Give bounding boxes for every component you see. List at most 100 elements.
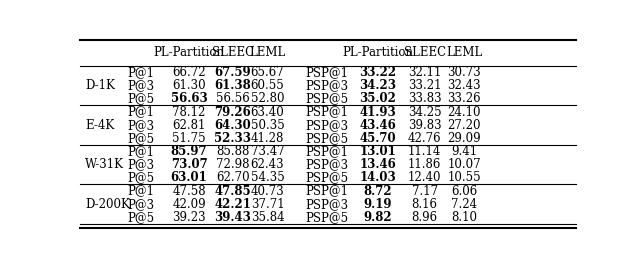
Text: 54.35: 54.35 (251, 171, 284, 184)
Text: 13.46: 13.46 (359, 158, 396, 171)
Text: 39.23: 39.23 (172, 211, 206, 224)
Text: P@1: P@1 (127, 105, 154, 119)
Text: 33.83: 33.83 (408, 92, 442, 105)
Text: 42.09: 42.09 (172, 198, 206, 211)
Text: 85.97: 85.97 (171, 145, 207, 158)
Text: 52.33: 52.33 (214, 132, 252, 145)
Text: 63.01: 63.01 (171, 171, 207, 184)
Text: 73.07: 73.07 (171, 158, 207, 171)
Text: 11.86: 11.86 (408, 158, 442, 171)
Text: D-200K: D-200K (85, 198, 130, 211)
Text: 64.30: 64.30 (214, 119, 251, 132)
Text: PL-Partition: PL-Partition (154, 46, 225, 59)
Text: SLEEC: SLEEC (404, 46, 446, 59)
Text: 6.06: 6.06 (451, 185, 477, 198)
Text: PSP@5: PSP@5 (306, 171, 349, 184)
Text: P@1: P@1 (127, 145, 154, 158)
Text: PSP@3: PSP@3 (306, 158, 349, 171)
Text: 35.02: 35.02 (359, 92, 396, 105)
Text: 45.70: 45.70 (359, 132, 396, 145)
Text: PSP@3: PSP@3 (306, 79, 349, 92)
Text: PSP@3: PSP@3 (306, 119, 349, 132)
Text: P@5: P@5 (127, 132, 154, 145)
Text: 13.01: 13.01 (359, 145, 396, 158)
Text: 85.88: 85.88 (216, 145, 250, 158)
Text: 12.40: 12.40 (408, 171, 442, 184)
Text: P@1: P@1 (127, 185, 154, 198)
Text: PSP@5: PSP@5 (306, 132, 349, 145)
Text: 78.12: 78.12 (172, 105, 206, 119)
Text: D-1K: D-1K (85, 79, 115, 92)
Text: 62.81: 62.81 (172, 119, 206, 132)
Text: 34.23: 34.23 (359, 79, 396, 92)
Text: 10.55: 10.55 (447, 171, 481, 184)
Text: P@1: P@1 (127, 66, 154, 79)
Text: P@3: P@3 (127, 79, 154, 92)
Text: 27.20: 27.20 (447, 119, 481, 132)
Text: P@3: P@3 (127, 119, 154, 132)
Text: 40.73: 40.73 (251, 185, 284, 198)
Text: 11.14: 11.14 (408, 145, 442, 158)
Text: 8.96: 8.96 (412, 211, 438, 224)
Text: 30.73: 30.73 (447, 66, 481, 79)
Text: 42.21: 42.21 (214, 198, 252, 211)
Text: 56.56: 56.56 (216, 92, 250, 105)
Text: 43.46: 43.46 (359, 119, 396, 132)
Text: 50.35: 50.35 (251, 119, 284, 132)
Text: 10.07: 10.07 (447, 158, 481, 171)
Text: PSP@1: PSP@1 (306, 145, 349, 158)
Text: PSP@1: PSP@1 (306, 105, 349, 119)
Text: 7.17: 7.17 (412, 185, 438, 198)
Text: 56.63: 56.63 (171, 92, 207, 105)
Text: 33.21: 33.21 (408, 79, 442, 92)
Text: 52.80: 52.80 (251, 92, 284, 105)
Text: 62.43: 62.43 (251, 158, 284, 171)
Text: 34.25: 34.25 (408, 105, 442, 119)
Text: P@3: P@3 (127, 158, 154, 171)
Text: 61.38: 61.38 (214, 79, 251, 92)
Text: 33.26: 33.26 (447, 92, 481, 105)
Text: 35.84: 35.84 (251, 211, 284, 224)
Text: 8.16: 8.16 (412, 198, 438, 211)
Text: 32.43: 32.43 (447, 79, 481, 92)
Text: 65.67: 65.67 (251, 66, 284, 79)
Text: P@5: P@5 (127, 211, 154, 224)
Text: 72.98: 72.98 (216, 158, 250, 171)
Text: 62.70: 62.70 (216, 171, 250, 184)
Text: 9.19: 9.19 (364, 198, 392, 211)
Text: LEML: LEML (446, 46, 483, 59)
Text: 14.03: 14.03 (359, 171, 396, 184)
Text: 47.58: 47.58 (172, 185, 206, 198)
Text: 24.10: 24.10 (447, 105, 481, 119)
Text: 29.09: 29.09 (447, 132, 481, 145)
Text: 39.43: 39.43 (214, 211, 252, 224)
Text: 61.30: 61.30 (172, 79, 206, 92)
Text: P@5: P@5 (127, 92, 154, 105)
Text: W-31K: W-31K (85, 158, 124, 171)
Text: PSP@5: PSP@5 (306, 92, 349, 105)
Text: PSP@5: PSP@5 (306, 211, 349, 224)
Text: PSP@1: PSP@1 (306, 66, 349, 79)
Text: SLEEC: SLEEC (212, 46, 254, 59)
Text: 67.59: 67.59 (214, 66, 251, 79)
Text: 41.93: 41.93 (359, 105, 396, 119)
Text: 8.10: 8.10 (451, 211, 477, 224)
Text: P@5: P@5 (127, 171, 154, 184)
Text: 33.22: 33.22 (359, 66, 396, 79)
Text: PL-Partition: PL-Partition (342, 46, 413, 59)
Text: 42.76: 42.76 (408, 132, 442, 145)
Text: 8.72: 8.72 (364, 185, 392, 198)
Text: 63.40: 63.40 (251, 105, 284, 119)
Text: 47.85: 47.85 (214, 185, 251, 198)
Text: 51.75: 51.75 (172, 132, 206, 145)
Text: 60.55: 60.55 (251, 79, 284, 92)
Text: 73.47: 73.47 (251, 145, 284, 158)
Text: PSP@3: PSP@3 (306, 198, 349, 211)
Text: 41.28: 41.28 (251, 132, 284, 145)
Text: PSP@1: PSP@1 (306, 185, 349, 198)
Text: LEML: LEML (250, 46, 285, 59)
Text: 37.71: 37.71 (251, 198, 284, 211)
Text: P@3: P@3 (127, 198, 154, 211)
Text: E-4K: E-4K (85, 119, 114, 132)
Text: 39.83: 39.83 (408, 119, 442, 132)
